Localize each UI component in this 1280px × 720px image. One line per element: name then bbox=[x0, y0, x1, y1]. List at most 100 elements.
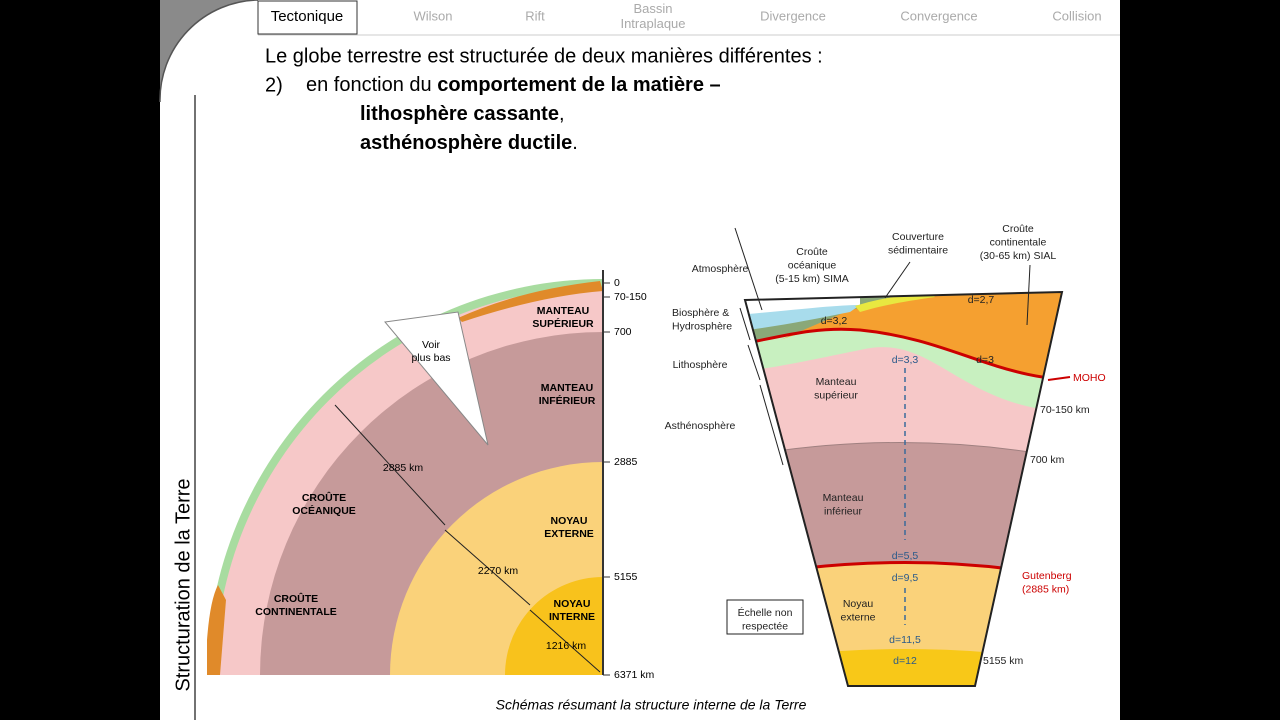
diagram-label: Manteau bbox=[816, 376, 857, 388]
bracket bbox=[747, 344, 761, 381]
nav-tab: Divergence bbox=[760, 8, 826, 23]
diagram-label: Couverture bbox=[892, 231, 944, 243]
diagram-label: d=9,5 bbox=[892, 572, 919, 584]
moho bbox=[745, 327, 1062, 382]
layer-label: CONTINENTALE bbox=[255, 606, 336, 618]
diagram-label: Manteau bbox=[823, 492, 864, 504]
diagram-label: 700 km bbox=[1030, 454, 1065, 466]
punct: , bbox=[559, 103, 565, 125]
active-tab[interactable] bbox=[257, 0, 358, 35]
diagram-label: Atmosphère bbox=[692, 263, 749, 275]
diagram-label: continentale bbox=[990, 236, 1047, 248]
continental-crust bbox=[207, 585, 226, 675]
diagram-label: (2885 km) bbox=[1022, 583, 1069, 595]
heading-line: asthénosphère ductile. bbox=[360, 132, 578, 154]
diagram-label: océanique bbox=[788, 259, 837, 271]
nav-tab: Bassin bbox=[633, 1, 672, 16]
wedge-outline bbox=[743, 290, 1064, 687]
diagram-label: d=3,3 bbox=[892, 354, 919, 366]
heading-lead: en fonction du comportement de la matièr… bbox=[306, 74, 721, 96]
layer-label: CROÛTE bbox=[302, 491, 346, 504]
nav-tab: Wilson bbox=[413, 8, 452, 23]
layer-label: MANTEAU bbox=[537, 305, 590, 317]
layer-label: NOYAU bbox=[551, 515, 588, 527]
depth-label: 6371 km bbox=[614, 669, 655, 681]
bracket bbox=[759, 384, 784, 466]
diagram-label: MOHO bbox=[1073, 372, 1106, 384]
ocean bbox=[745, 305, 860, 335]
inner-core bbox=[505, 577, 603, 675]
heading-line: Le globe terrestre est structurée de deu… bbox=[265, 45, 823, 67]
continental-crust bbox=[458, 281, 603, 322]
diagram-label: respectée bbox=[742, 620, 788, 632]
left-diagram bbox=[207, 270, 604, 675]
cutout bbox=[384, 311, 489, 446]
leader bbox=[884, 261, 911, 299]
heading-number: 2) bbox=[265, 74, 283, 96]
nav-tab: Intraplaque bbox=[620, 16, 685, 31]
nav-tab: Convergence bbox=[900, 8, 977, 23]
layer-label: INTERNE bbox=[549, 611, 595, 623]
distance-label: 2885 km bbox=[383, 462, 424, 474]
diagram-label: Échelle non bbox=[738, 606, 793, 619]
diagram-label: supérieur bbox=[814, 389, 858, 401]
diagram-label: 5155 km bbox=[983, 655, 1024, 667]
layer-label: Voir bbox=[422, 339, 441, 351]
diagram-label: 70-150 km bbox=[1040, 404, 1090, 416]
depth-label: 0 bbox=[614, 277, 620, 289]
scale-note-box bbox=[726, 599, 804, 635]
diagram-label: (5-15 km) SIMA bbox=[775, 273, 849, 285]
heading-line: lithosphère cassante, bbox=[360, 103, 565, 125]
caption: Schémas résumant la structure interne de… bbox=[496, 697, 807, 713]
bracket bbox=[739, 307, 751, 341]
leader bbox=[1026, 264, 1031, 326]
nav-tab: Tectonique bbox=[271, 8, 344, 25]
layer-label: plus bas bbox=[411, 352, 450, 364]
bold-text: comportement de la matière – bbox=[437, 74, 720, 96]
diagram-label: (30-65 km) SIAL bbox=[980, 250, 1057, 262]
arrow bbox=[334, 404, 446, 526]
sediment bbox=[855, 292, 935, 312]
diagram-label: sédimentaire bbox=[888, 244, 948, 256]
diagram-label: d=12 bbox=[893, 655, 917, 667]
nav-tab: Rift bbox=[525, 8, 545, 23]
depth-label: 2885 bbox=[614, 456, 638, 468]
diagram-label: d=3 bbox=[976, 354, 994, 366]
depth-label: 70-150 bbox=[614, 291, 647, 303]
layer-label: SUPÉRIEUR bbox=[532, 317, 594, 330]
diagram-label: Noyau bbox=[843, 598, 874, 610]
bold-text: asthénosphère ductile bbox=[360, 132, 572, 154]
nav-tab: Collision bbox=[1052, 8, 1101, 23]
diagram-label: externe bbox=[840, 611, 875, 623]
diagram-label: inférieur bbox=[824, 505, 862, 517]
depth-label: 700 bbox=[614, 326, 632, 338]
diagram-label: Asthénosphère bbox=[665, 420, 736, 432]
layer-label: OCÉANIQUE bbox=[292, 504, 356, 517]
diagram-label: Hydrosphère bbox=[672, 320, 732, 332]
arrow bbox=[444, 529, 531, 606]
diagram-label: d=2,7 bbox=[968, 294, 995, 306]
layer-label: NOYAU bbox=[554, 598, 591, 610]
diagram-label: Croûte bbox=[796, 246, 828, 258]
logo-image bbox=[159, 0, 258, 102]
diagram-label: d=5,5 bbox=[892, 550, 919, 562]
distance-label: 2270 km bbox=[478, 565, 519, 577]
layer-label: EXTERNE bbox=[544, 528, 594, 540]
layer-label: INFÉRIEUR bbox=[539, 394, 596, 407]
leader bbox=[1047, 376, 1071, 381]
slide-number: 8 bbox=[200, 21, 209, 38]
punct: . bbox=[572, 132, 578, 154]
logo-arc bbox=[159, 0, 259, 103]
side-title: Structuration de la Terre bbox=[172, 478, 194, 691]
diagram-label: Croûte bbox=[1002, 223, 1034, 235]
diagram-label: Lithosphère bbox=[673, 359, 728, 371]
diagram-label: d=3,2 bbox=[821, 315, 848, 327]
leader bbox=[734, 227, 763, 311]
layer-label: CROÛTE bbox=[274, 592, 318, 605]
lead: en fonction du bbox=[306, 74, 432, 96]
distance-label: 1216 km bbox=[546, 640, 587, 652]
diagram-label: d=11,5 bbox=[889, 634, 921, 646]
arrow bbox=[529, 609, 601, 673]
diagram-label: Gutenberg bbox=[1022, 570, 1072, 582]
